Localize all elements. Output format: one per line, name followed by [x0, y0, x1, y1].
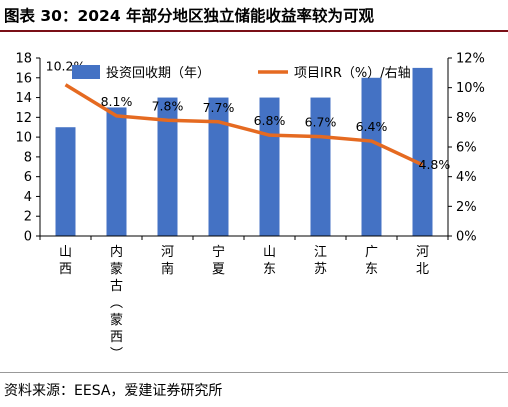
- irr-data-label: 6.4%: [356, 119, 388, 134]
- right-tick-label: 6%: [456, 141, 477, 156]
- category-label: 山西: [59, 245, 72, 277]
- legend-label-line: 项目IRR（%）/右轴: [294, 66, 411, 81]
- irr-data-label: 7.7%: [203, 100, 235, 115]
- left-tick-label: 0: [24, 230, 32, 245]
- category-label: 宁夏: [212, 244, 225, 277]
- x-axis: 山西 内蒙古︵蒙西︶ 河南 宁夏 山东 江苏 广东 河北: [39, 235, 449, 362]
- irr-data-label: 6.8%: [254, 113, 286, 128]
- left-tick-label: 10: [15, 131, 32, 146]
- left-tick-label: 8: [24, 150, 32, 165]
- right-axis: 0% 2% 4% 6% 8% 10% 12%: [447, 52, 485, 245]
- irr-data-label: 8.1%: [101, 94, 133, 109]
- left-axis: 0 2 4 6 8 10 12 14 16 18: [15, 52, 41, 245]
- category-label: 河北: [416, 245, 429, 277]
- footer-rule: [0, 372, 508, 373]
- bar: [412, 67, 433, 236]
- left-tick-label: 16: [15, 71, 32, 86]
- line-series: 10.2%8.1% 7.8% 7.7%6.8% 6.7% 6.4%4.8%: [46, 59, 451, 172]
- right-tick-label: 10%: [456, 81, 485, 96]
- irr-data-label: 7.8%: [152, 98, 184, 113]
- bar: [361, 77, 382, 237]
- category-label: 内蒙古︵蒙西︶: [110, 244, 123, 362]
- left-tick-label: 14: [15, 91, 32, 106]
- right-tick-label: 2%: [456, 200, 477, 215]
- irr-data-label: 4.8%: [419, 157, 451, 172]
- irr-data-label: 6.7%: [305, 115, 337, 130]
- title-rule: [0, 30, 508, 32]
- category-label: 江苏: [314, 245, 327, 277]
- legend: 投资回收期（年） 项目IRR（%）/右轴: [72, 65, 411, 81]
- source-note: 资料来源：EESA，爱建证券研究所: [4, 383, 223, 399]
- right-tick-label: 4%: [456, 170, 477, 185]
- bar-series: [55, 67, 433, 237]
- bar: [310, 97, 331, 236]
- left-tick-label: 6: [24, 170, 32, 185]
- right-tick-label: 8%: [456, 111, 477, 126]
- legend-swatch-bar: [72, 65, 100, 79]
- bar: [157, 97, 178, 236]
- irr-line: [64, 83, 424, 167]
- right-tick-label: 12%: [456, 52, 485, 67]
- category-label: 广东: [365, 245, 378, 277]
- bar: [55, 127, 76, 236]
- legend-label-bar: 投资回收期（年）: [106, 65, 210, 81]
- left-tick-label: 18: [15, 52, 32, 67]
- category-label: 山东: [263, 245, 276, 277]
- right-tick-label: 0%: [456, 230, 477, 245]
- left-tick-label: 4: [24, 190, 32, 205]
- bar: [106, 107, 127, 236]
- left-tick-label: 12: [15, 111, 32, 126]
- figure-title: 图表 30：2024 年部分地区独立储能收益率较为可观: [4, 7, 375, 25]
- category-label: 河南: [161, 245, 174, 277]
- bar: [208, 97, 229, 236]
- left-tick-label: 2: [24, 210, 32, 225]
